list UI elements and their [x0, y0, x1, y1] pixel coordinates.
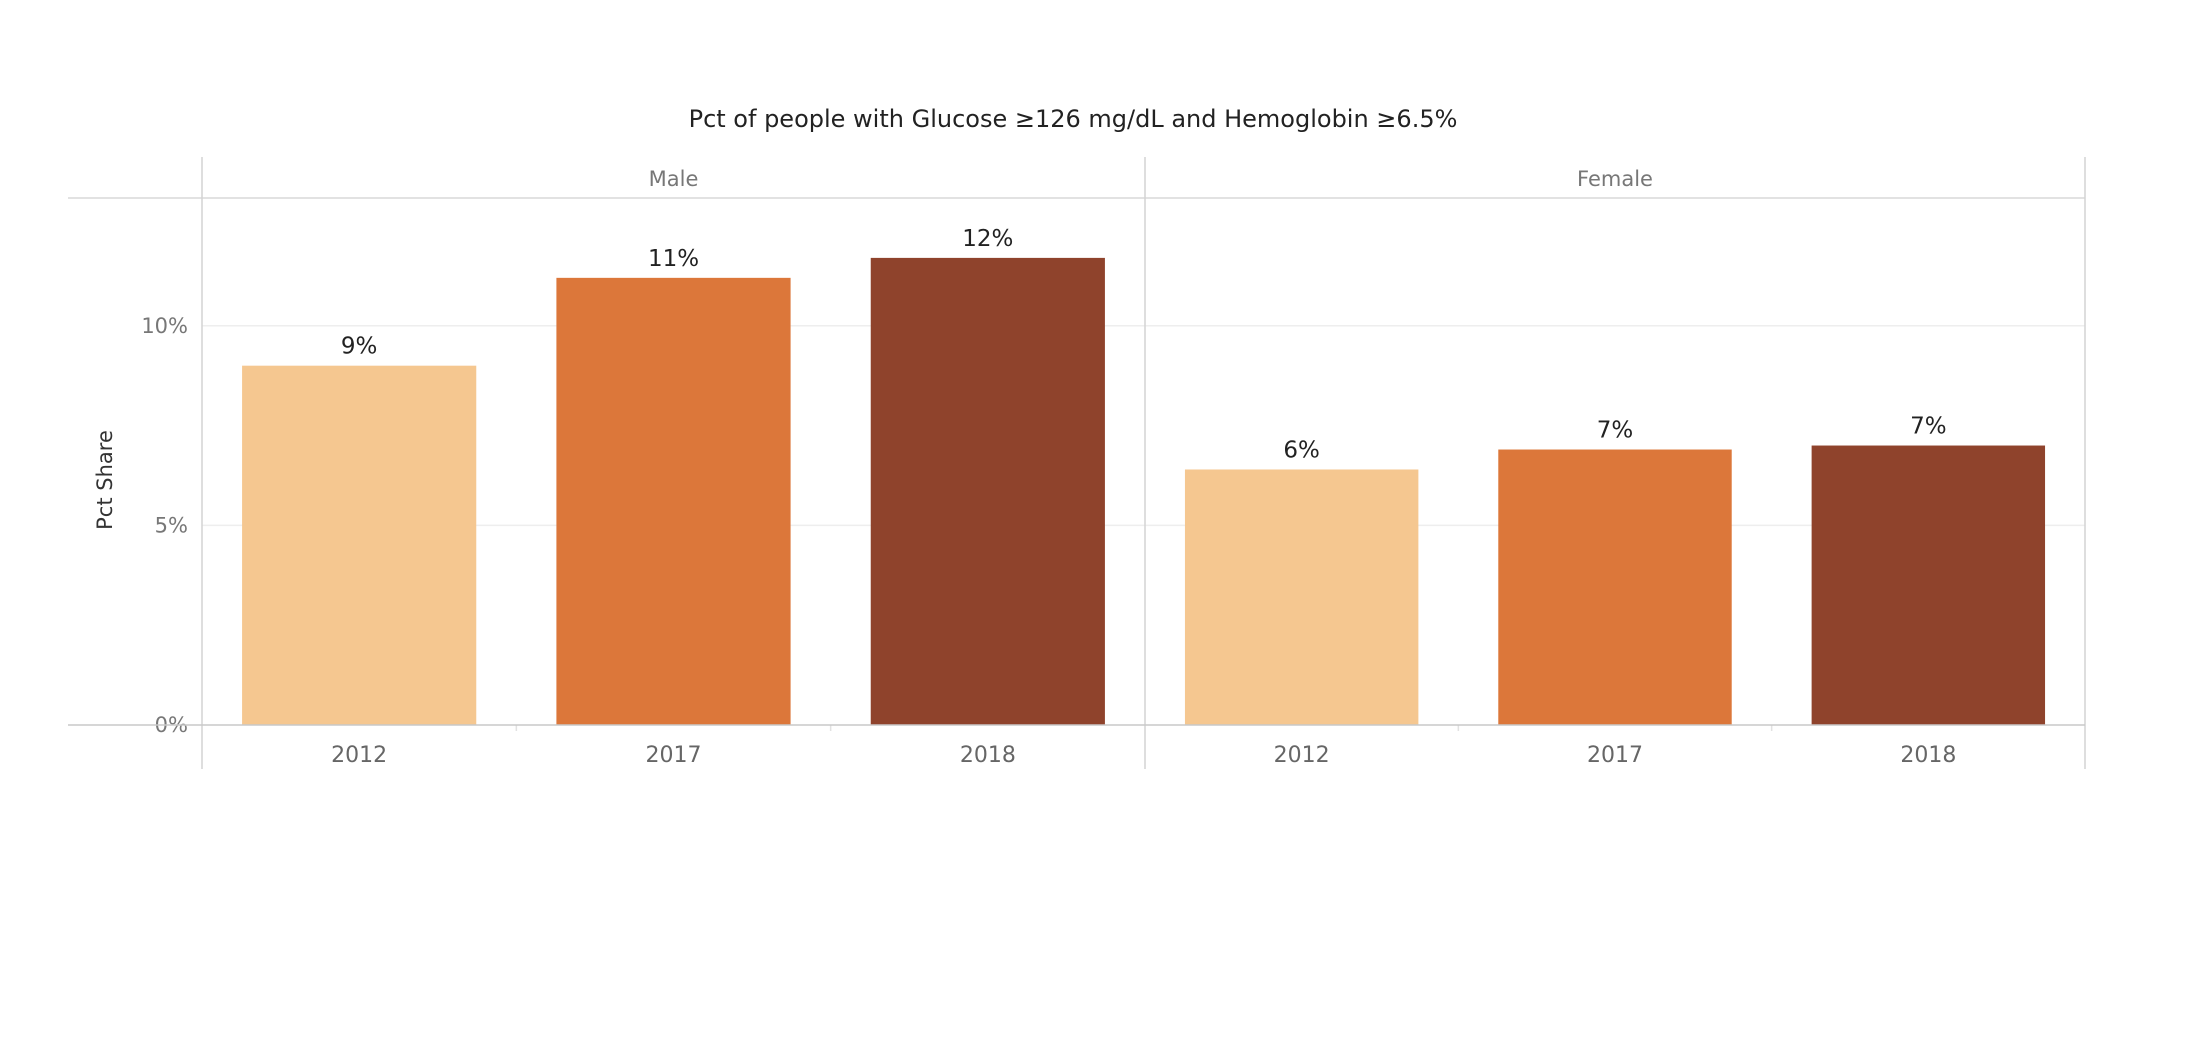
data-label: 7% — [1597, 418, 1634, 444]
chart-title: Pct of people with Glucose ≥126 mg/dL an… — [689, 105, 1458, 133]
data-label: 9% — [341, 334, 378, 360]
bar-female-2017 — [1498, 449, 1732, 725]
bar-female-2018 — [1811, 445, 2046, 725]
panel-header-male: Male — [649, 167, 699, 191]
x-tick-label: 2018 — [1900, 743, 1956, 768]
data-label: 12% — [962, 226, 1013, 252]
y-axis-label: Pct Share — [93, 430, 117, 530]
bar-male-2012 — [242, 365, 477, 725]
y-tick-label: 10% — [141, 314, 188, 338]
y-tick-label: 5% — [155, 513, 188, 537]
data-label: 6% — [1283, 437, 1320, 463]
x-tick-label: 2018 — [960, 743, 1016, 768]
x-tick-label: 2012 — [331, 743, 387, 768]
x-tick-label: 2017 — [1587, 743, 1643, 768]
panel-header-female: Female — [1577, 167, 1653, 191]
bar-male-2018 — [870, 257, 1105, 725]
x-tick-label: 2017 — [646, 743, 702, 768]
x-tick-label: 2012 — [1274, 743, 1330, 768]
bar-female-2012 — [1184, 469, 1419, 725]
data-label: 7% — [1910, 414, 1947, 440]
data-label: 11% — [648, 246, 699, 272]
bar-male-2017 — [556, 277, 791, 725]
